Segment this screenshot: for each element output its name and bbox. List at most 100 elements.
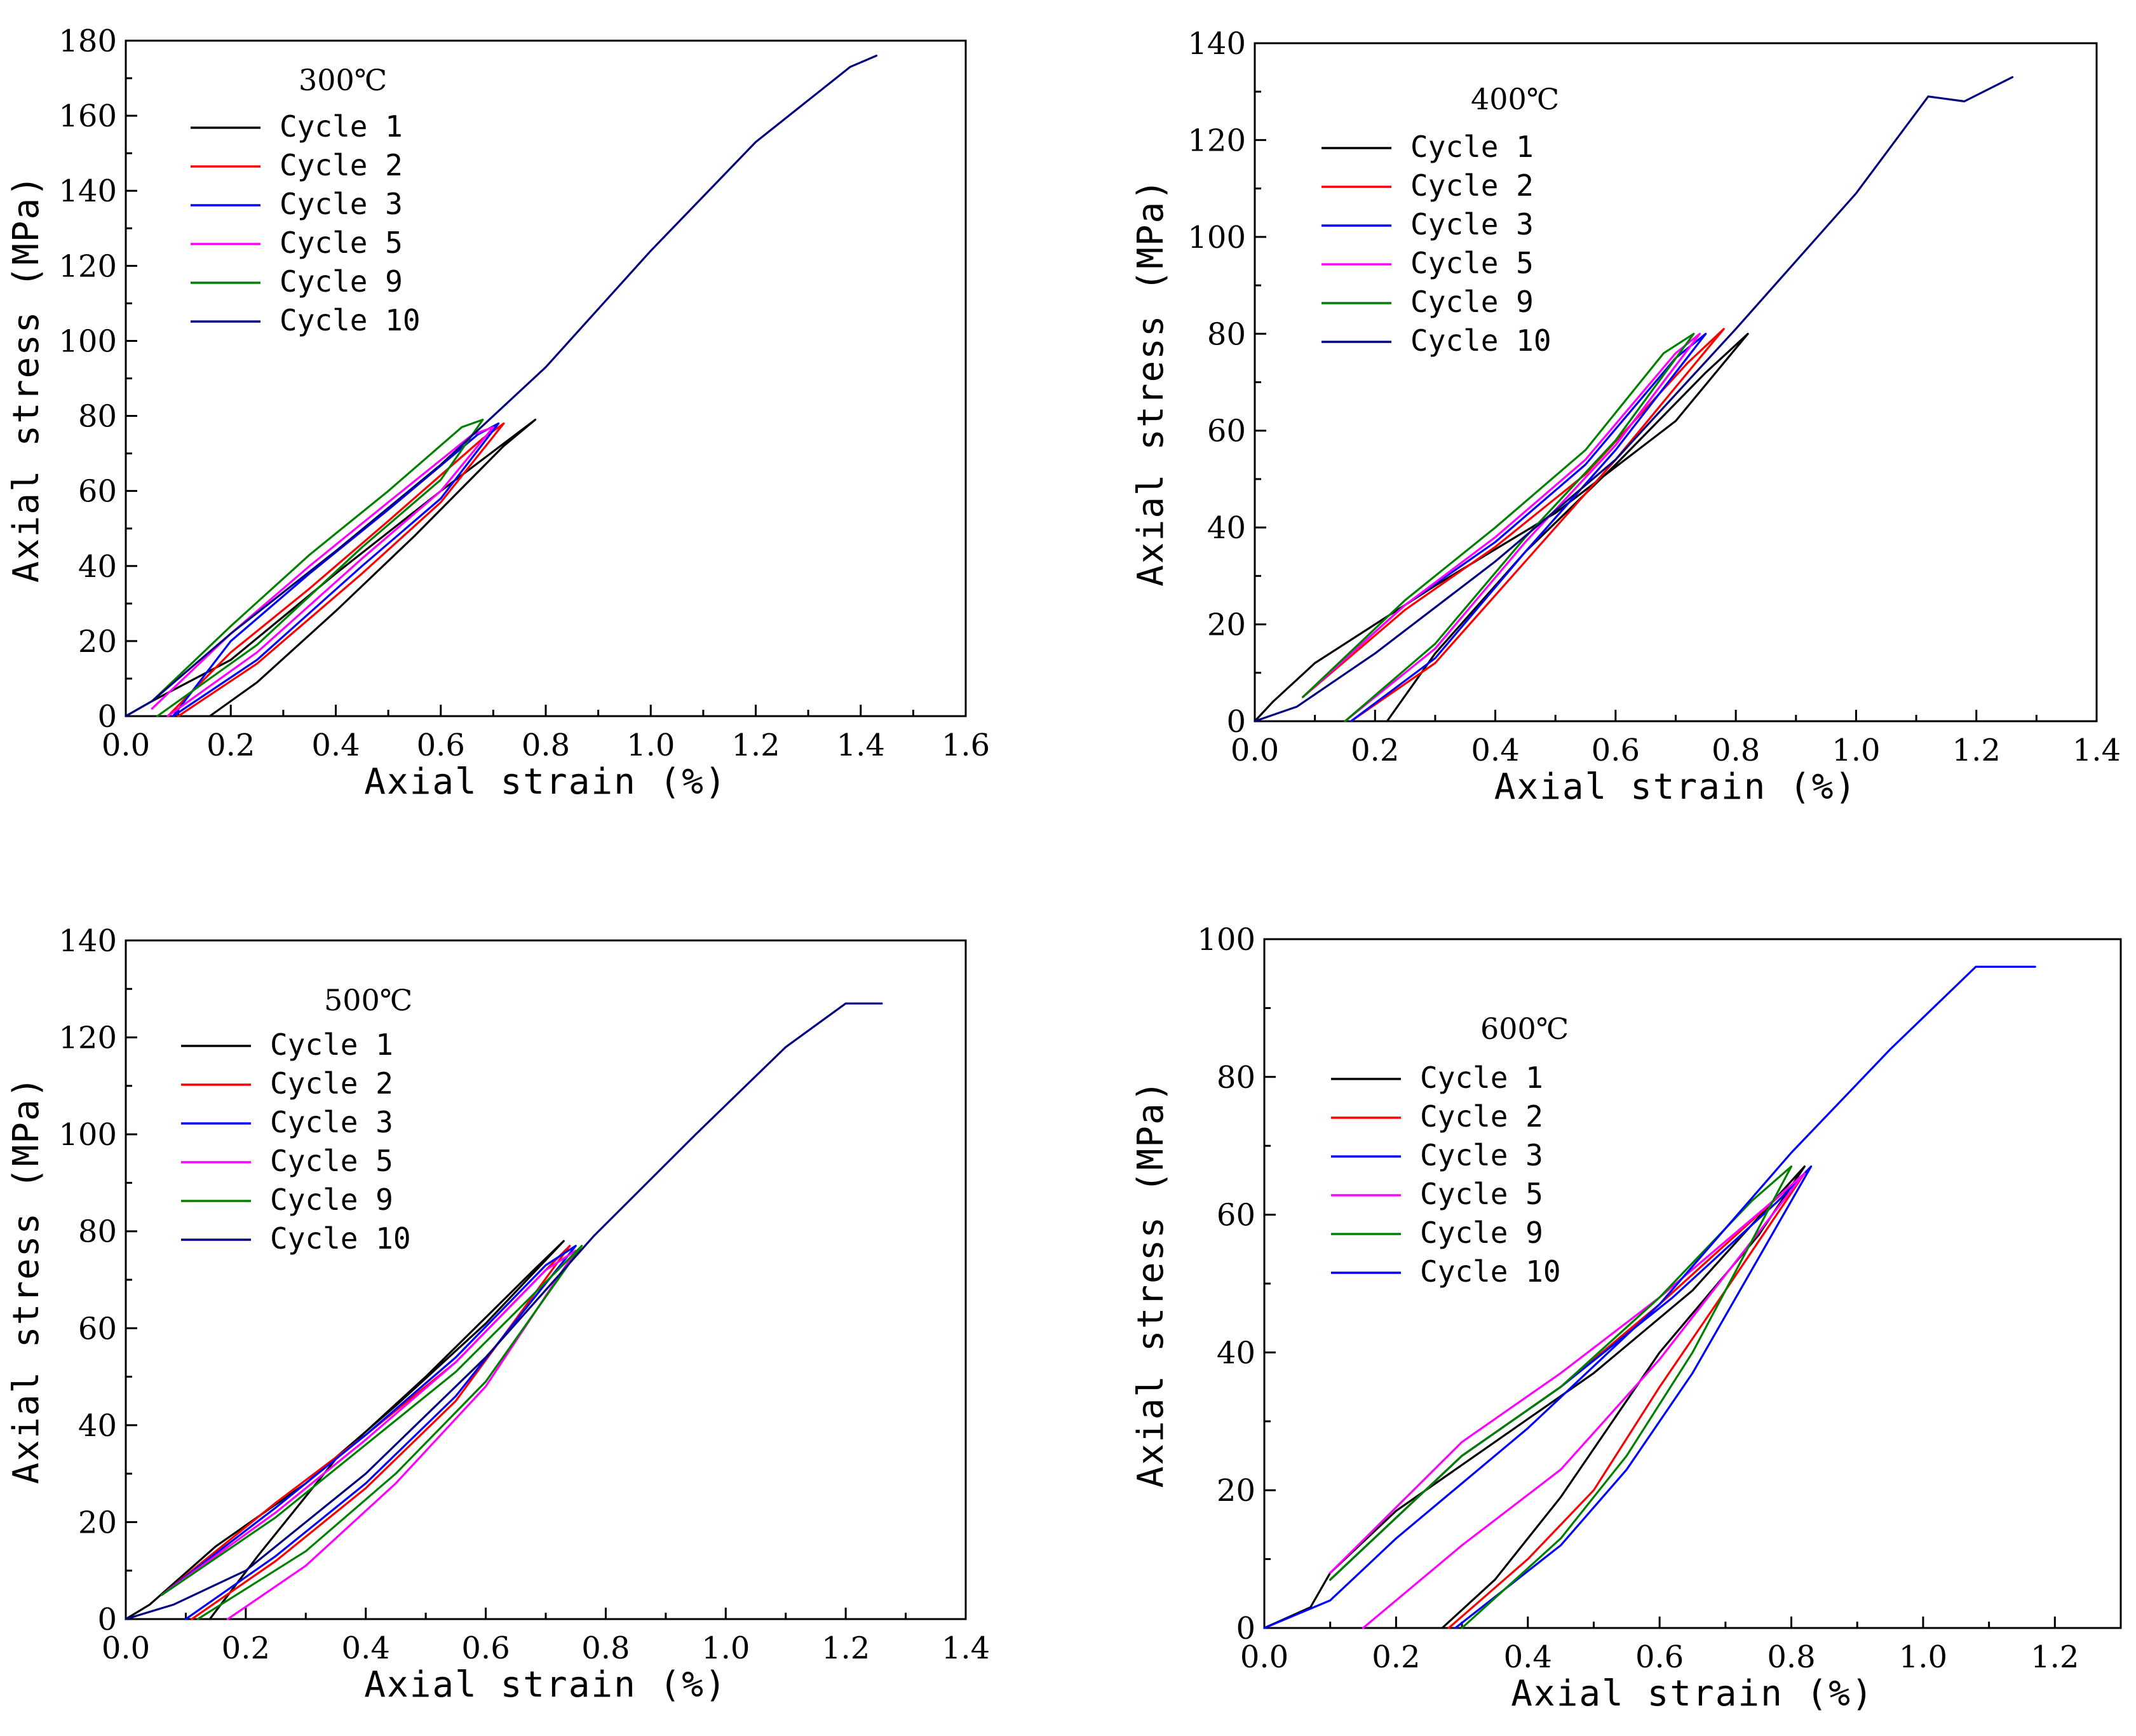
series-line-cycle-5 <box>1329 1172 1806 1629</box>
x-tick-label: 0.4 <box>342 1631 390 1666</box>
series-line-cycle-3 <box>1302 332 1707 722</box>
series-line-cycle-1 <box>1254 332 1749 722</box>
x-tick-label: 1.4 <box>2072 733 2121 768</box>
x-axis-title: Axial strain (%) <box>1511 1673 1874 1714</box>
y-tick-label: 20 <box>78 1505 117 1540</box>
y-tick-label: 80 <box>78 399 117 435</box>
legend-label: Cycle 1 <box>270 1027 393 1062</box>
legend-label: Cycle 10 <box>1410 323 1551 358</box>
series-line-cycle-9 <box>1329 1165 1793 1629</box>
y-tick-label: 40 <box>1207 510 1246 546</box>
series-line-cycle-10 <box>125 54 878 717</box>
x-axis-title: Axial strain (%) <box>364 1664 727 1705</box>
legend-label: Cycle 3 <box>1410 207 1534 241</box>
legend-label: Cycle 1 <box>280 109 403 144</box>
x-tick-label: 0.2 <box>1351 733 1399 768</box>
chart-500c: 0.0 0.2 0.4 0.6 0.8 1.0 1.2 1.4 0 20 40 60 80 100 120 1… <box>6 923 990 1705</box>
panel-title: 600℃ <box>1480 1012 1569 1046</box>
x-tick-label: 0.0 <box>1231 733 1279 768</box>
y-tick-label: 180 <box>58 24 117 59</box>
y-tick-label: 80 <box>78 1214 117 1250</box>
x-tick-label: 0.4 <box>311 728 360 763</box>
series-line-cycle-10 <box>1254 76 2014 722</box>
panel-title: 500℃ <box>324 983 412 1017</box>
chart-600c: 0.0 0.2 0.4 0.6 0.8 1.0 1.2 0 20 40 60 80 100 Axial s… <box>1130 922 2122 1714</box>
series-line-cycle-5 <box>151 426 495 717</box>
y-tick-label: 60 <box>78 1311 117 1346</box>
y-tick-label: 140 <box>58 173 117 209</box>
y-tick-label: 20 <box>78 624 117 660</box>
x-tick-label: 0.2 <box>222 1631 270 1666</box>
y-tick-label: 80 <box>1207 316 1246 352</box>
legend-label: Cycle 1 <box>1420 1061 1543 1095</box>
x-tick-label: 0.6 <box>417 728 465 763</box>
legend-label: Cycle 5 <box>270 1144 393 1178</box>
x-tick-label: 0.8 <box>1767 1639 1815 1675</box>
legend-label: Cycle 2 <box>270 1066 393 1101</box>
y-axis-title: Axial stress (MPa) <box>1130 178 1172 587</box>
x-tick-label: 0.6 <box>1635 1639 1684 1675</box>
legend-label: Cycle 3 <box>1420 1138 1543 1172</box>
y-tick-label: 40 <box>78 549 117 585</box>
legend-label: Cycle 10 <box>270 1221 411 1256</box>
x-tick-label: 1.4 <box>942 1631 990 1666</box>
x-tick-label: 1.2 <box>821 1631 870 1666</box>
legend-label: Cycle 10 <box>1420 1254 1561 1289</box>
x-tick-label: 1.6 <box>942 728 990 763</box>
legend-label: Cycle 3 <box>280 187 403 221</box>
x-tick-label: 1.4 <box>837 728 885 763</box>
y-tick-label: 160 <box>58 98 117 134</box>
y-tick-label: 40 <box>78 1408 117 1444</box>
series-line-cycle-5 <box>161 1249 577 1620</box>
x-tick-label: 0.6 <box>461 1631 510 1666</box>
x-tick-label: 1.2 <box>731 728 780 763</box>
panel-title: 300℃ <box>299 63 387 97</box>
chart-300c: 0.0 0.2 0.4 0.6 0.8 1.0 1.2 1.4 1.6 0 20 40 60 80 100 1… <box>6 24 990 803</box>
y-tick-label: 120 <box>58 1021 117 1056</box>
x-axis-title: Axial strain (%) <box>1494 766 1857 808</box>
x-tick-label: 0.0 <box>102 1631 150 1666</box>
x-tick-label: 1.2 <box>1952 733 2001 768</box>
x-tick-label: 0.8 <box>1712 733 1760 768</box>
x-axis-title: Axial strain (%) <box>364 761 727 803</box>
y-axis-title: Axial stress (MPa) <box>6 174 47 583</box>
y-tick-label: 100 <box>1187 220 1246 255</box>
y-tick-label: 140 <box>58 923 117 959</box>
x-tick-label: 0.4 <box>1504 1639 1552 1675</box>
legend-label: Cycle 9 <box>280 264 403 299</box>
series-line-cycle-3 <box>1329 1165 1813 1629</box>
y-tick-label: 20 <box>1207 607 1246 643</box>
series-line-cycle-9 <box>1302 332 1695 722</box>
y-tick-label: 100 <box>58 323 117 359</box>
x-tick-label: 1.2 <box>2031 1639 2079 1675</box>
y-tick-label: 60 <box>78 474 117 510</box>
series-line-cycle-9 <box>161 1244 583 1620</box>
series-line-cycle-2 <box>1302 328 1725 722</box>
legend-label: Cycle 2 <box>1420 1099 1543 1134</box>
series-line-cycle-3 <box>161 1244 577 1620</box>
legend-label: Cycle 5 <box>280 226 403 260</box>
legend-label: Cycle 10 <box>280 303 421 337</box>
y-axis-title: Axial stress (MPa) <box>1130 1080 1172 1488</box>
x-tick-label: 1.0 <box>1899 1639 1947 1675</box>
y-tick-label: 0 <box>1236 1611 1255 1646</box>
x-tick-label: 0.6 <box>1592 733 1640 768</box>
series-line-cycle-10 <box>1263 965 2036 1629</box>
legend-label: Cycle 9 <box>1420 1216 1543 1250</box>
legend-label: Cycle 5 <box>1410 246 1534 280</box>
y-axis-title: Axial stress (MPa) <box>6 1076 47 1484</box>
x-tick-label: 0.4 <box>1471 733 1519 768</box>
x-tick-label: 1.0 <box>701 1631 750 1666</box>
y-tick-label: 80 <box>1217 1060 1255 1095</box>
y-tick-label: 120 <box>1187 123 1246 158</box>
series-line-cycle-9 <box>151 418 484 717</box>
legend-label: Cycle 9 <box>1410 285 1534 319</box>
y-tick-label: 100 <box>58 1117 117 1153</box>
series-line-cycle-10 <box>125 1002 883 1620</box>
y-tick-label: 140 <box>1187 26 1246 62</box>
legend-label: Cycle 2 <box>1410 168 1534 203</box>
chart-400c: 0.0 0.2 0.4 0.6 0.8 1.0 1.2 1.4 0 20 40 60 80 100 120 1… <box>1130 26 2121 808</box>
y-tick-label: 20 <box>1217 1473 1255 1509</box>
x-tick-label: 0.2 <box>1372 1639 1420 1675</box>
